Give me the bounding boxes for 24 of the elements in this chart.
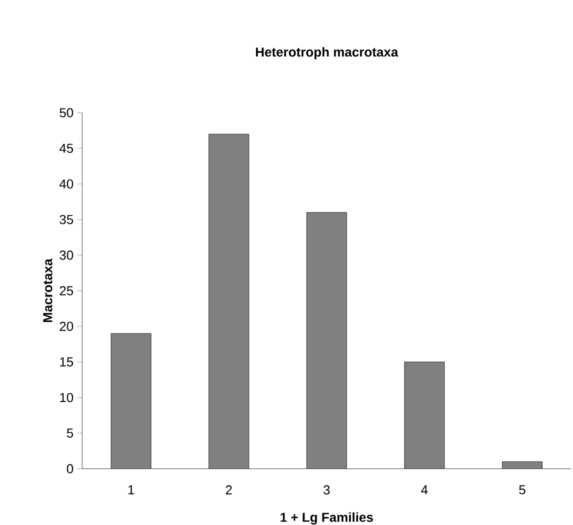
x-tick-label: 1 [128,485,134,494]
x-tick-label: 5 [519,485,526,494]
y-tick-label: 15 [60,357,74,366]
y-tick-label: 5 [66,428,74,438]
y-tick-label: 0 [66,464,74,474]
x-tick-label: 4 [421,485,428,494]
y-axis-title: Macrotaxa [43,258,52,322]
x-axis-title: 1 + Lg Families [280,512,373,525]
y-tick-label: 40 [59,179,74,189]
bar [110,333,152,469]
x-tick-label: 2 [226,485,232,494]
y-tick-label: 50 [60,108,74,118]
x-tick-label: 3 [324,485,330,494]
y-tick-label: 30 [60,250,74,260]
bar [306,212,347,469]
y-tick-label: 10 [60,392,74,402]
bar [502,461,542,469]
bar [404,362,445,469]
bar [208,134,250,469]
y-tick-label: 45 [59,144,74,153]
y-tick-label: 20 [60,322,74,331]
y-tick-label: 35 [60,214,74,224]
chart-title: Heterotroph macrotaxa [256,47,398,60]
y-tick-label: 25 [60,286,74,296]
